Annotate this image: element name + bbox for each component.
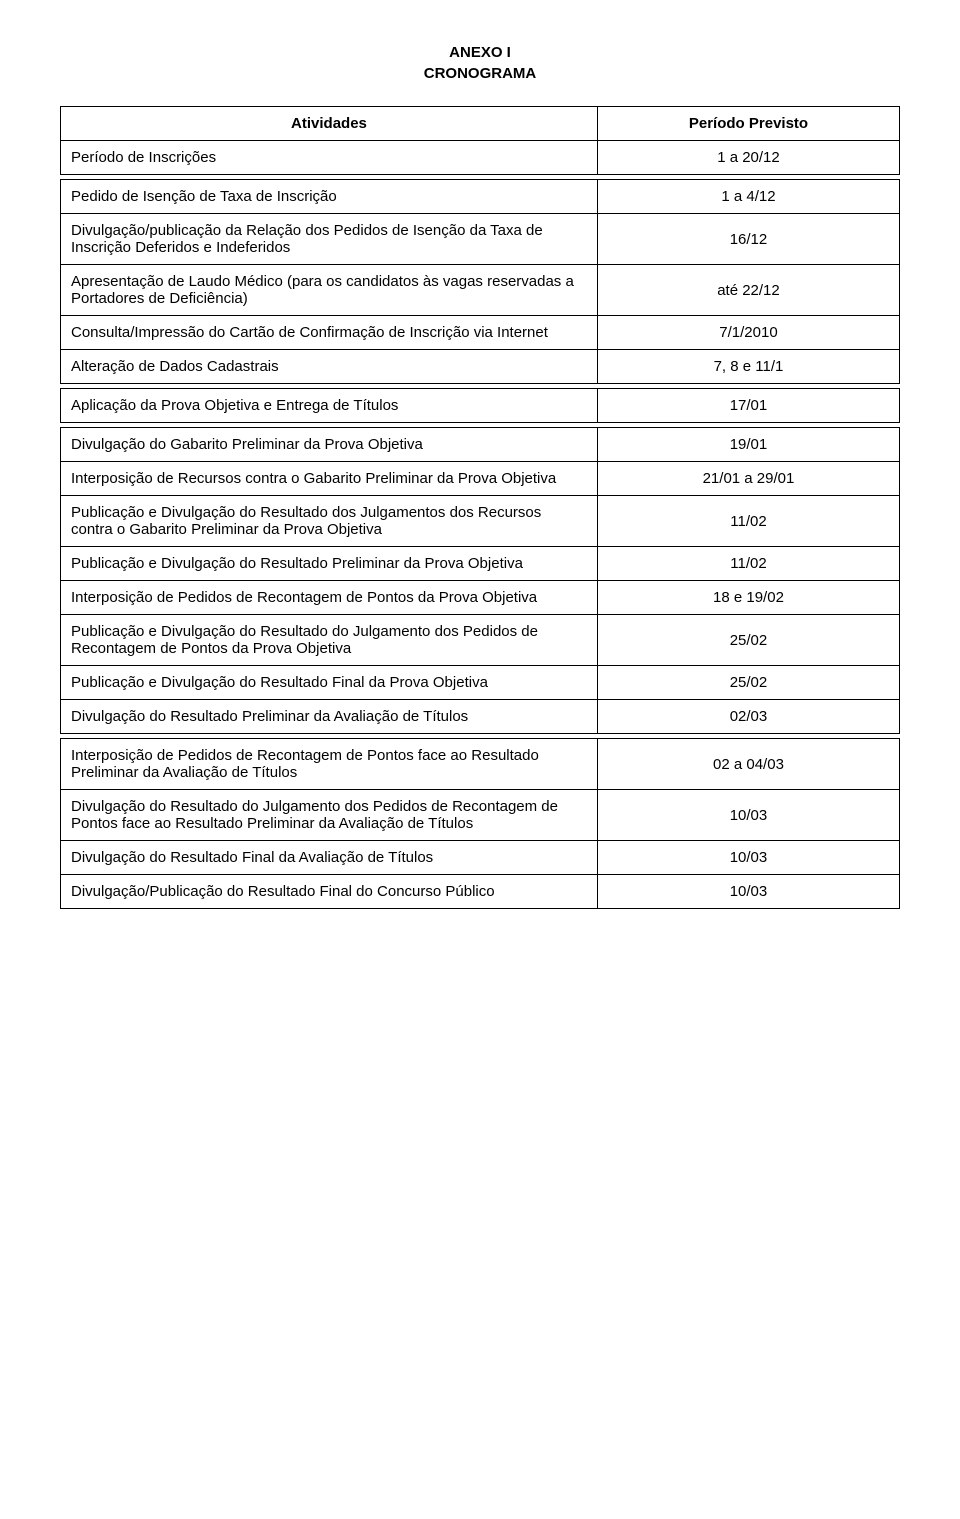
title-line-2: CRONOGRAMA — [60, 65, 900, 82]
table-row: Divulgação/publicação da Relação dos Ped… — [61, 214, 900, 265]
cell-period: 10/03 — [597, 790, 899, 841]
cell-activity: Divulgação do Resultado do Julgamento do… — [61, 790, 598, 841]
cell-activity: Pedido de Isenção de Taxa de Inscrição — [61, 180, 598, 214]
cell-activity: Publicação e Divulgação do Resultado Fin… — [61, 666, 598, 700]
table-row: Divulgação do Gabarito Preliminar da Pro… — [61, 428, 900, 462]
cell-period: 17/01 — [597, 389, 899, 423]
table-row: Interposição de Pedidos de Recontagem de… — [61, 739, 900, 790]
cell-activity: Interposição de Recursos contra o Gabari… — [61, 462, 598, 496]
table-row: Interposição de Recursos contra o Gabari… — [61, 462, 900, 496]
cell-activity: Interposição de Pedidos de Recontagem de… — [61, 581, 598, 615]
table-header-row: Atividades Período Previsto — [61, 107, 900, 141]
cell-period: 16/12 — [597, 214, 899, 265]
title-line-1: ANEXO I — [60, 44, 900, 61]
cell-activity: Divulgação do Gabarito Preliminar da Pro… — [61, 428, 598, 462]
cell-activity: Publicação e Divulgação do Resultado dos… — [61, 496, 598, 547]
table-row: Interposição de Pedidos de Recontagem de… — [61, 581, 900, 615]
cell-activity: Divulgação/Publicação do Resultado Final… — [61, 875, 598, 909]
table-row: Publicação e Divulgação do Resultado Fin… — [61, 666, 900, 700]
cell-activity: Aplicação da Prova Objetiva e Entrega de… — [61, 389, 598, 423]
cell-period: 02 a 04/03 — [597, 739, 899, 790]
cell-period: 02/03 — [597, 700, 899, 734]
table-row: Divulgação/Publicação do Resultado Final… — [61, 875, 900, 909]
cell-period: 7/1/2010 — [597, 316, 899, 350]
cell-period: 25/02 — [597, 615, 899, 666]
table-row: Apresentação de Laudo Médico (para os ca… — [61, 265, 900, 316]
table-row: Período de Inscrições 1 a 20/12 — [61, 141, 900, 175]
cronograma-table: Atividades Período Previsto Período de I… — [60, 106, 900, 909]
cell-activity: Período de Inscrições — [61, 141, 598, 175]
cell-activity: Divulgação do Resultado Final da Avaliaç… — [61, 841, 598, 875]
cell-period: 1 a 20/12 — [597, 141, 899, 175]
document-header: ANEXO I CRONOGRAMA — [60, 44, 900, 82]
cell-period: 19/01 — [597, 428, 899, 462]
table-row: Publicação e Divulgação do Resultado dos… — [61, 496, 900, 547]
table-row: Consulta/Impressão do Cartão de Confirma… — [61, 316, 900, 350]
cell-period: até 22/12 — [597, 265, 899, 316]
cell-activity: Alteração de Dados Cadastrais — [61, 350, 598, 384]
table-row: Pedido de Isenção de Taxa de Inscrição 1… — [61, 180, 900, 214]
cell-activity: Apresentação de Laudo Médico (para os ca… — [61, 265, 598, 316]
table-row: Aplicação da Prova Objetiva e Entrega de… — [61, 389, 900, 423]
cell-activity: Consulta/Impressão do Cartão de Confirma… — [61, 316, 598, 350]
table-row: Divulgação do Resultado Preliminar da Av… — [61, 700, 900, 734]
cell-period: 11/02 — [597, 496, 899, 547]
cell-activity: Divulgação/publicação da Relação dos Ped… — [61, 214, 598, 265]
cell-period: 1 a 4/12 — [597, 180, 899, 214]
table-row: Divulgação do Resultado Final da Avaliaç… — [61, 841, 900, 875]
cell-period: 10/03 — [597, 841, 899, 875]
cell-activity: Divulgação do Resultado Preliminar da Av… — [61, 700, 598, 734]
cell-period: 11/02 — [597, 547, 899, 581]
cell-activity: Publicação e Divulgação do Resultado Pre… — [61, 547, 598, 581]
cell-period: 21/01 a 29/01 — [597, 462, 899, 496]
table-row: Alteração de Dados Cadastrais 7, 8 e 11/… — [61, 350, 900, 384]
table-row: Publicação e Divulgação do Resultado do … — [61, 615, 900, 666]
header-period: Período Previsto — [597, 107, 899, 141]
header-activity: Atividades — [61, 107, 598, 141]
table-row: Divulgação do Resultado do Julgamento do… — [61, 790, 900, 841]
table-row: Publicação e Divulgação do Resultado Pre… — [61, 547, 900, 581]
cell-period: 25/02 — [597, 666, 899, 700]
cell-activity: Interposição de Pedidos de Recontagem de… — [61, 739, 598, 790]
cell-activity: Publicação e Divulgação do Resultado do … — [61, 615, 598, 666]
cell-period: 18 e 19/02 — [597, 581, 899, 615]
cell-period: 7, 8 e 11/1 — [597, 350, 899, 384]
cell-period: 10/03 — [597, 875, 899, 909]
